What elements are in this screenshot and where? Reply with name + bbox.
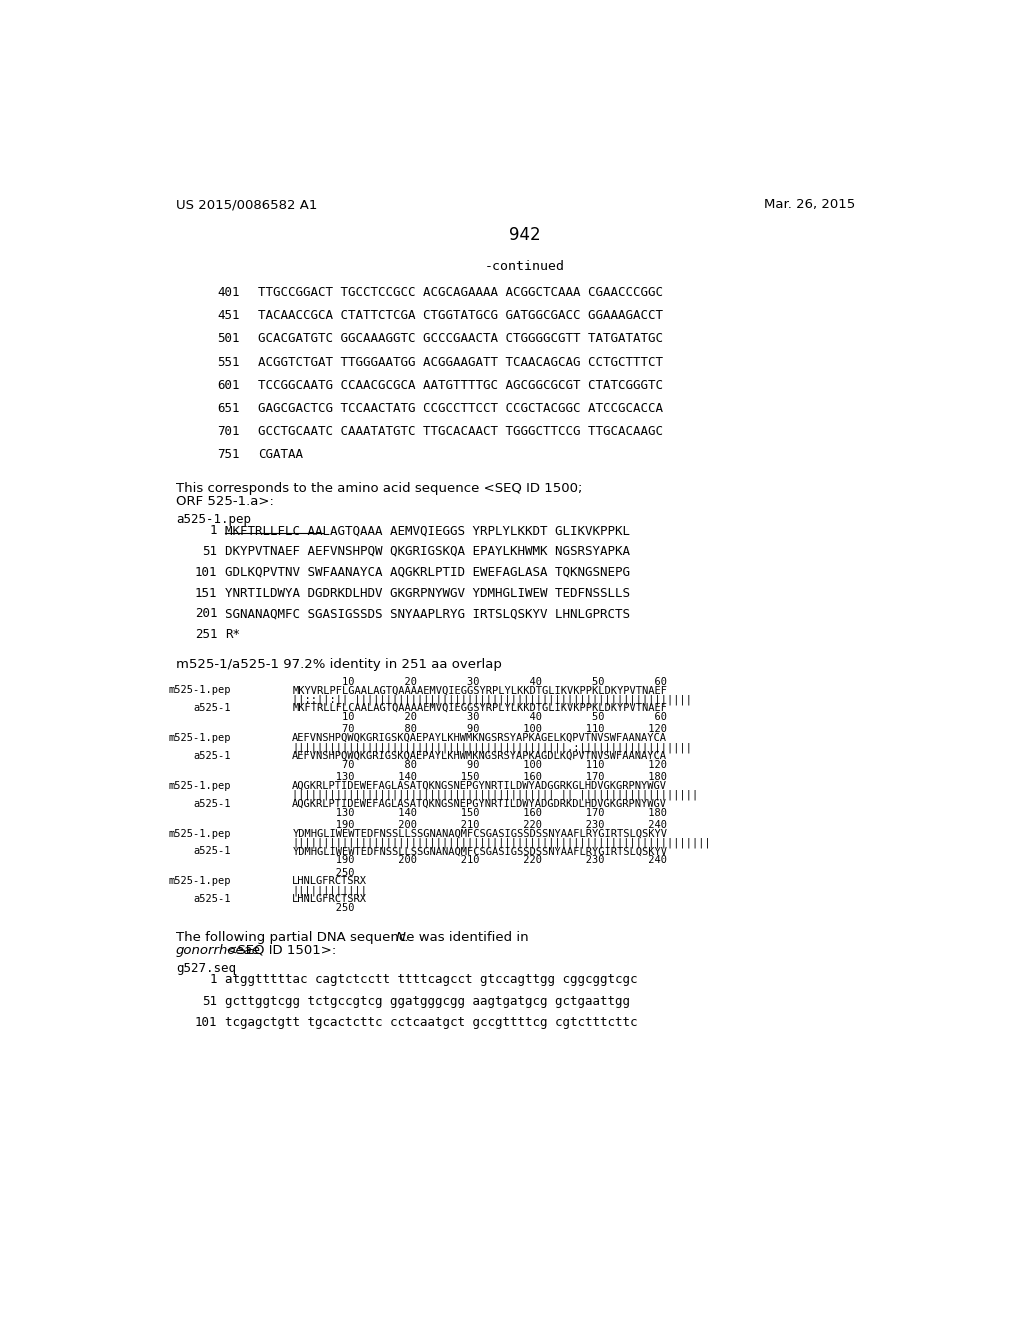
Text: LHNLGFRCTSRX: LHNLGFRCTSRX xyxy=(292,876,368,887)
Text: |||||||||||||||||||||||||||||||||||||||||||||||||||||||||||||||||||: ||||||||||||||||||||||||||||||||||||||||… xyxy=(292,838,711,847)
Text: 51: 51 xyxy=(202,995,217,1007)
Text: 401: 401 xyxy=(217,286,240,300)
Text: gcttggtcgg tctgccgtcg ggatgggcgg aagtgatgcg gctgaattgg: gcttggtcgg tctgccgtcg ggatgggcgg aagtgat… xyxy=(225,995,630,1007)
Text: AQGKRLPTIDEWEFAGLASATQKNGSNEPGYNRTILDWYADGDRKDLHDVGKGRPNYWGV: AQGKRLPTIDEWEFAGLASATQKNGSNEPGYNRTILDWYA… xyxy=(292,799,668,809)
Text: 501: 501 xyxy=(217,333,240,346)
Text: GCCTGCAATC CAAATATGTC TTGCACAACT TGGGCTTCCG TTGCACAAGC: GCCTGCAATC CAAATATGTC TTGCACAACT TGGGCTT… xyxy=(258,425,664,438)
Text: MKFTRLLFLC AALAGTQAAA AEMVQIEGGS YRPLYLKKDT GLIKVKPPKL: MKFTRLLFLC AALAGTQAAA AEMVQIEGGS YRPLYLK… xyxy=(225,524,630,537)
Text: gonorrhoeae: gonorrhoeae xyxy=(176,944,261,957)
Text: 1: 1 xyxy=(210,973,217,986)
Text: ||::||:|| ||||||||||||||||||||||||||||||||||||||||||||||||||||||: ||::||:|| ||||||||||||||||||||||||||||||… xyxy=(292,694,692,705)
Text: 101: 101 xyxy=(195,1016,217,1030)
Text: m525-1.pep: m525-1.pep xyxy=(169,829,231,838)
Text: TACAACCGCA CTATTCTCGA CTGGTATGCG GATGGCGACC GGAAAGACCT: TACAACCGCA CTATTCTCGA CTGGTATGCG GATGGCG… xyxy=(258,309,664,322)
Text: m525-1.pep: m525-1.pep xyxy=(169,685,231,696)
Text: atggtttttac cagtctcctt ttttcagcct gtccagttgg cggcggtcgc: atggtttttac cagtctcctt ttttcagcct gtccag… xyxy=(225,973,637,986)
Text: R*: R* xyxy=(225,628,240,642)
Text: <SEQ ID 1501>:: <SEQ ID 1501>: xyxy=(221,944,336,957)
Text: -continued: -continued xyxy=(484,260,565,273)
Text: ORF 525-1.a>:: ORF 525-1.a>: xyxy=(176,495,274,508)
Text: DKYPVTNAEF AEFVNSHPQW QKGRIGSKQA EPAYLKHWMK NGSRSYAPKA: DKYPVTNAEF AEFVNSHPQW QKGRIGSKQA EPAYLKH… xyxy=(225,545,630,558)
Text: N.: N. xyxy=(396,931,410,944)
Text: YDMHGLIWEWTEDFNSSLLSSGNANAQMFCSGASIGSSDSSNYAAFLRYGIRTSLQSKYV: YDMHGLIWEWTEDFNSSLLSSGNANAQMFCSGASIGSSDS… xyxy=(292,829,668,838)
Text: 190       200       210       220       230       240: 190 200 210 220 230 240 xyxy=(292,820,668,830)
Text: 651: 651 xyxy=(217,401,240,414)
Text: This corresponds to the amino acid sequence <SEQ ID 1500;: This corresponds to the amino acid seque… xyxy=(176,482,583,495)
Text: ||||||||||||||||||||||||||||||||||||||||||||.:||||||||||||||||||: ||||||||||||||||||||||||||||||||||||||||… xyxy=(292,742,692,752)
Text: SGNANAQMFC SGASIGSSDS SNYAAPLRYG IRTSLQSKYV LHNLGPRCTS: SGNANAQMFC SGASIGSSDS SNYAAPLRYG IRTSLQS… xyxy=(225,607,630,620)
Text: AQGKRLPTIDEWEFAGLASATQKNGSNEPGYNRTILDWYADGGRKGLHDVGKGRPNYWGV: AQGKRLPTIDEWEFAGLASATQKNGSNEPGYNRTILDWYA… xyxy=(292,781,668,791)
Text: 601: 601 xyxy=(217,379,240,392)
Text: m525-1.pep: m525-1.pep xyxy=(169,733,231,743)
Text: The following partial DNA sequence was identified in: The following partial DNA sequence was i… xyxy=(176,931,532,944)
Text: LHNLGFRCTSRX: LHNLGFRCTSRX xyxy=(292,894,368,904)
Text: YNRTILDWYA DGDRKDLHDV GKGRPNYWGV YDMHGLIWEW TEDFNSSLLS: YNRTILDWYA DGDRKDLHDV GKGRPNYWGV YDMHGLI… xyxy=(225,586,630,599)
Text: g527.seq: g527.seq xyxy=(176,962,237,975)
Text: GDLKQPVTNV SWFAANAYCA AQGKRLPTID EWEFAGLASA TQKNGSNEPG: GDLKQPVTNV SWFAANAYCA AQGKRLPTID EWEFAGL… xyxy=(225,566,630,578)
Text: TCCGGCAATG CCAACGCGCA AATGTTTTGC AGCGGCGCGT CTATCGGGTC: TCCGGCAATG CCAACGCGCA AATGTTTTGC AGCGGCG… xyxy=(258,379,664,392)
Text: a525-1.pep: a525-1.pep xyxy=(176,513,251,527)
Text: YDMHGLIWEWTEDFNSSLLSSGNANAQMFCSGASIGSSDSSNYAAFLRYGIRTSLQSKYV: YDMHGLIWEWTEDFNSSLLSSGNANAQMFCSGASIGSSDS… xyxy=(292,846,668,857)
Text: 10        20        30        40        50        60: 10 20 30 40 50 60 xyxy=(292,677,668,686)
Text: 151: 151 xyxy=(195,586,217,599)
Text: m525-1.pep: m525-1.pep xyxy=(169,876,231,887)
Text: 51: 51 xyxy=(202,545,217,558)
Text: a525-1: a525-1 xyxy=(194,704,231,713)
Text: ||||||||||||: |||||||||||| xyxy=(292,886,368,896)
Text: 251: 251 xyxy=(195,628,217,642)
Text: 942: 942 xyxy=(509,226,541,244)
Text: a525-1: a525-1 xyxy=(194,799,231,809)
Text: CGATAA: CGATAA xyxy=(258,447,303,461)
Text: US 2015/0086582 A1: US 2015/0086582 A1 xyxy=(176,198,317,211)
Text: AEFVNSHPQWQKGRIGSKQAEPAYLKHWMKNGSRSYAPKAGELKQPVTNVSWFAANAYCA: AEFVNSHPQWQKGRIGSKQAEPAYLKHWMKNGSRSYAPKA… xyxy=(292,733,668,743)
Text: 250: 250 xyxy=(292,903,354,913)
Text: 1: 1 xyxy=(210,524,217,537)
Text: a525-1: a525-1 xyxy=(194,894,231,904)
Text: 70        80        90       100       110       120: 70 80 90 100 110 120 xyxy=(292,725,668,734)
Text: GCACGATGTC GGCAAAGGTC GCCCGAACTA CTGGGGCGTT TATGATATGC: GCACGATGTC GGCAAAGGTC GCCCGAACTA CTGGGGC… xyxy=(258,333,664,346)
Text: 751: 751 xyxy=(217,447,240,461)
Text: 70        80        90       100       110       120: 70 80 90 100 110 120 xyxy=(292,760,668,770)
Text: 101: 101 xyxy=(195,566,217,578)
Text: 701: 701 xyxy=(217,425,240,438)
Text: m525-1.pep: m525-1.pep xyxy=(169,781,231,791)
Text: |||||||||||||||||||||||||||||||||||||||||| || |||||||||||||||||||: ||||||||||||||||||||||||||||||||||||||||… xyxy=(292,789,698,800)
Text: Mar. 26, 2015: Mar. 26, 2015 xyxy=(764,198,855,211)
Text: 10        20        30        40        50        60: 10 20 30 40 50 60 xyxy=(292,711,668,722)
Text: 201: 201 xyxy=(195,607,217,620)
Text: MKYVRLPFLGAALAGTQAAAAEMVQIEGGSYRPLYLKKDTGLIKVKPPKLDKYPVTNAEF: MKYVRLPFLGAALAGTQAAAAEMVQIEGGSYRPLYLKKDT… xyxy=(292,685,668,696)
Text: 250: 250 xyxy=(292,867,354,878)
Text: AEFVNSHPQWQKGRIGSKQAEPAYLKHWMKNGSRSYAPKAGDLKQPVTNVSWFAANAYCA: AEFVNSHPQWQKGRIGSKQAEPAYLKHWMKNGSRSYAPKA… xyxy=(292,751,668,760)
Text: 130       140       150       160       170       180: 130 140 150 160 170 180 xyxy=(292,772,668,781)
Text: 451: 451 xyxy=(217,309,240,322)
Text: 130       140       150       160       170       180: 130 140 150 160 170 180 xyxy=(292,808,668,817)
Text: tcgagctgtt tgcactcttc cctcaatgct gccgttttcg cgtctttcttc: tcgagctgtt tgcactcttc cctcaatgct gccgttt… xyxy=(225,1016,637,1030)
Text: m525-1/a525-1 97.2% identity in 251 aa overlap: m525-1/a525-1 97.2% identity in 251 aa o… xyxy=(176,659,502,671)
Text: MKFTRLLFLCAALAGTQAAAAEMVQIEGGSYRPLYLKKDTGLIKVKPPKLDKYPVTNAEF: MKFTRLLFLCAALAGTQAAAAEMVQIEGGSYRPLYLKKDT… xyxy=(292,704,668,713)
Text: a525-1: a525-1 xyxy=(194,751,231,760)
Text: TTGCCGGACT TGCCTCCGCC ACGCAGAAAA ACGGCTCAAA CGAACCCGGC: TTGCCGGACT TGCCTCCGCC ACGCAGAAAA ACGGCTC… xyxy=(258,286,664,300)
Text: GAGCGACTCG TCCAACTATG CCGCCTTCCT CCGCTACGGC ATCCGCACCA: GAGCGACTCG TCCAACTATG CCGCCTTCCT CCGCTAC… xyxy=(258,401,664,414)
Text: 190       200       210       220       230       240: 190 200 210 220 230 240 xyxy=(292,855,668,865)
Text: a525-1: a525-1 xyxy=(194,846,231,857)
Text: ACGGTCTGAT TTGGGAATGG ACGGAAGATT TCAACAGCAG CCTGCTTTCT: ACGGTCTGAT TTGGGAATGG ACGGAAGATT TCAACAG… xyxy=(258,355,664,368)
Text: 551: 551 xyxy=(217,355,240,368)
